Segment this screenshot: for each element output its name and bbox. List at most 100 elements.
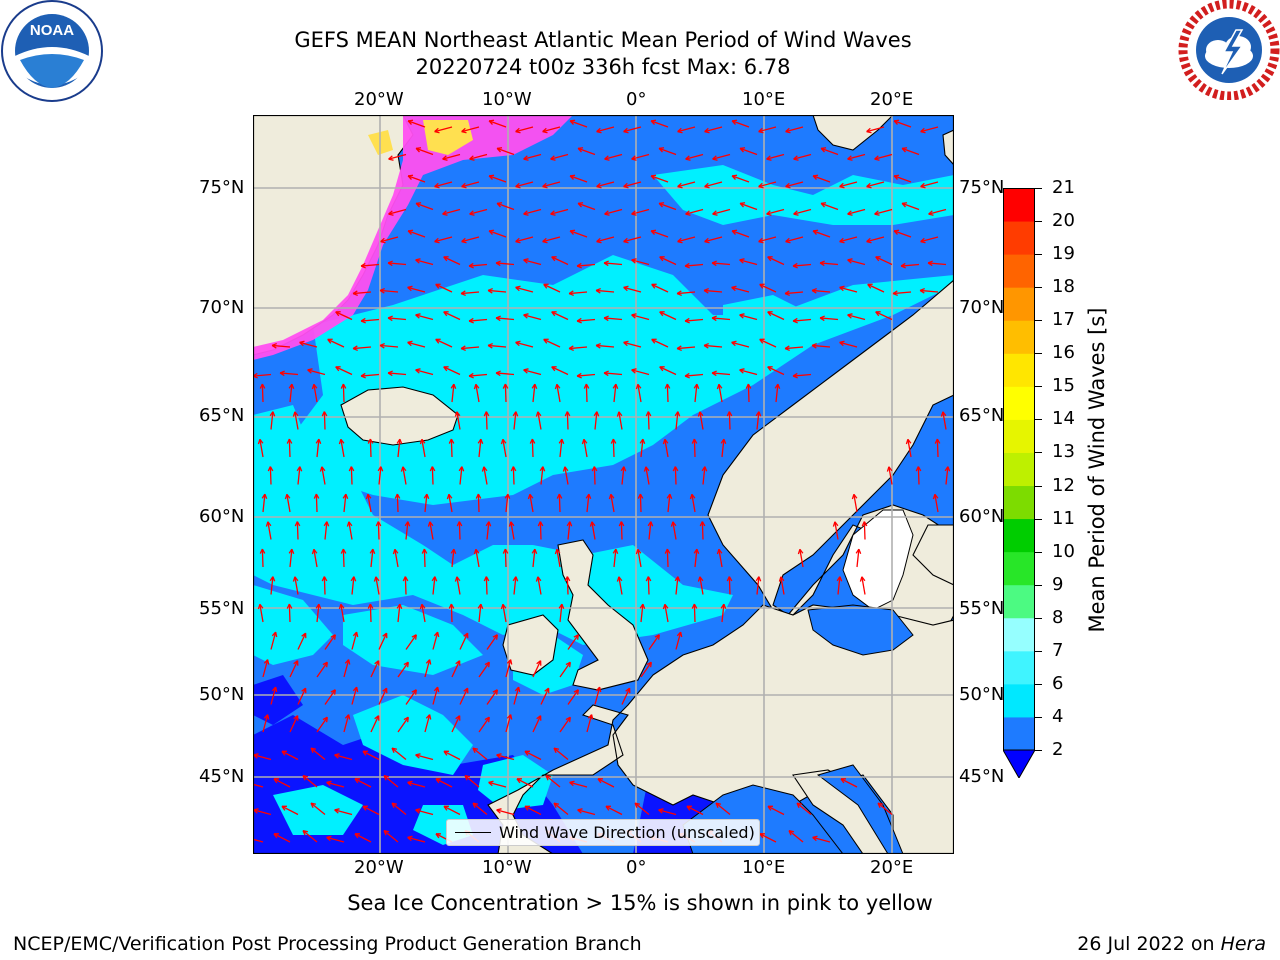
wave-direction-arrow	[464, 775, 480, 788]
wave-direction-arrow	[407, 175, 426, 183]
wave-direction-arrowhead	[767, 256, 773, 262]
wave-direction-arrowhead	[360, 262, 366, 269]
wave-direction-arrow	[704, 289, 723, 293]
wave-direction-arrow	[472, 802, 488, 816]
wave-direction-arrow	[435, 778, 453, 788]
wave-direction-arrow	[388, 372, 407, 376]
wave-direction-arrow	[704, 126, 723, 133]
wave-direction-arrowhead	[839, 237, 845, 244]
wave-direction-arrow	[650, 175, 669, 183]
wave-direction-arrow	[262, 714, 269, 733]
wave-direction-arrowhead	[551, 366, 557, 372]
wave-direction-arrowhead	[454, 411, 461, 417]
wave-direction-arrow	[340, 604, 345, 623]
svalbard-east	[942, 129, 954, 166]
wave-direction-arrow	[583, 439, 588, 458]
wave-direction-arrowhead	[388, 210, 394, 216]
wave-direction-arrow	[380, 289, 399, 293]
wave-direction-arrow	[577, 373, 596, 377]
wave-direction-arrow	[443, 750, 461, 761]
wave-direction-arrowhead	[352, 686, 359, 693]
wave-direction-arrowhead	[415, 147, 422, 153]
wave-direction-arrow	[488, 120, 507, 128]
wave-direction-arrowhead	[435, 338, 441, 344]
wave-direction-arrowhead	[651, 338, 657, 344]
wave-direction-arrowhead	[415, 313, 421, 319]
wave-direction-arrowhead	[496, 202, 503, 208]
wave-direction-arrowhead	[731, 174, 738, 180]
colorbar-tick-mark	[1035, 320, 1042, 322]
wave-direction-arrowhead	[271, 342, 277, 349]
wave-direction-arrowhead	[684, 372, 690, 379]
wave-direction-arrow	[650, 120, 669, 128]
wave-direction-arrow	[350, 466, 353, 485]
wave-direction-arrowhead	[415, 202, 422, 208]
wave-direction-arrow	[459, 632, 469, 650]
wave-direction-arrow	[423, 548, 426, 568]
map-legend: Wind Wave Direction (unscaled)	[446, 819, 760, 846]
wave-direction-arrowhead	[569, 229, 576, 235]
wave-direction-arrowhead	[543, 283, 549, 289]
wave-direction-arrow	[510, 521, 515, 540]
wave-direction-arrowhead	[550, 155, 556, 161]
wave-direction-arrowhead	[712, 210, 718, 216]
wave-direction-arrow	[553, 747, 569, 761]
wave-direction-arrow	[785, 181, 804, 188]
wave-direction-arrowhead	[587, 714, 594, 720]
wave-direction-arrow	[415, 202, 434, 211]
colorbar-tick-mark	[1035, 353, 1042, 355]
wave-direction-arrow	[424, 659, 431, 678]
wave-direction-arrowhead	[288, 383, 295, 389]
colorbar-tick-label: 2	[1052, 739, 1064, 760]
wave-direction-arrowhead	[354, 833, 360, 839]
wave-direction-arrow	[637, 384, 642, 403]
wave-direction-arrow	[640, 439, 644, 458]
wave-direction-arrowhead	[271, 631, 278, 638]
wave-direction-arrow	[685, 318, 704, 322]
wave-direction-arrowhead	[785, 237, 791, 244]
wave-direction-arrow	[812, 344, 831, 348]
wave-direction-arrow	[486, 521, 490, 540]
wave-direction-arrowhead	[739, 202, 746, 208]
wave-direction-arrow	[621, 687, 631, 705]
wave-direction-arrowhead	[573, 689, 579, 695]
wave-direction-arrow	[448, 494, 453, 513]
wave-direction-arrow	[767, 366, 785, 376]
wave-direction-arrowhead	[415, 753, 421, 759]
wave-direction-arrow	[342, 383, 345, 403]
wave-direction-arrow	[767, 311, 785, 321]
wave-direction-arrow	[270, 631, 277, 650]
wave-direction-arrowhead	[407, 835, 413, 842]
wave-direction-arrowhead	[523, 210, 529, 216]
wave-direction-arrowhead	[651, 283, 657, 289]
wave-direction-arrow	[866, 126, 885, 133]
wave-direction-arrowhead	[310, 747, 317, 754]
wave-direction-arrowhead	[819, 315, 825, 322]
wave-direction-arrowhead	[901, 202, 908, 208]
wave-direction-arrowhead	[407, 780, 413, 787]
wave-direction-arrowhead	[294, 521, 301, 527]
wave-direction-arrow	[327, 338, 345, 348]
wave-direction-arrow	[253, 838, 264, 843]
wave-direction-arrow	[712, 372, 731, 376]
wave-direction-arrow	[397, 661, 409, 678]
wave-direction-arrow	[415, 147, 434, 156]
wave-direction-arrow	[759, 283, 777, 293]
wave-direction-arrow	[442, 208, 461, 215]
wave-direction-arrowhead	[481, 466, 488, 472]
wave-direction-arrow	[812, 836, 831, 843]
wave-direction-arrow	[415, 259, 434, 266]
wave-direction-arrowhead	[839, 285, 845, 292]
wave-direction-arrow	[523, 153, 542, 160]
wave-direction-arrowhead	[269, 411, 276, 417]
wave-direction-arrowhead	[716, 548, 723, 555]
wave-direction-arrowhead	[463, 687, 469, 694]
wave-direction-arrowhead	[589, 521, 596, 527]
wave-direction-arrow	[596, 236, 615, 243]
wave-direction-arrow	[451, 715, 461, 733]
wave-direction-arrowhead	[330, 634, 336, 640]
map-plot	[253, 115, 954, 854]
wave-direction-arrow	[545, 775, 561, 788]
wave-direction-arrow	[556, 384, 561, 403]
wave-direction-arrow	[516, 778, 534, 788]
